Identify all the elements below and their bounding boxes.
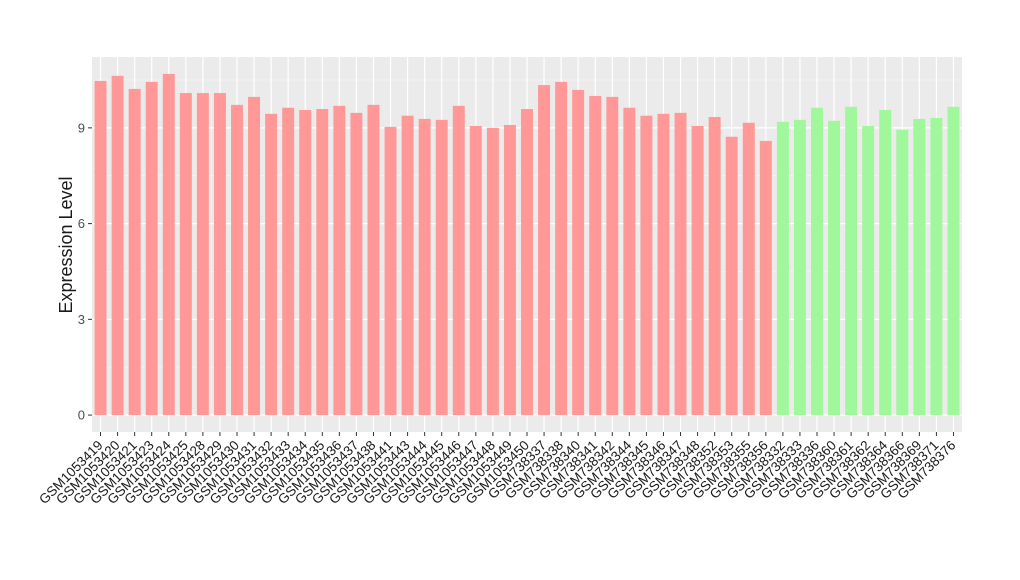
bar [179, 93, 192, 416]
bar [111, 75, 124, 416]
bar [674, 112, 687, 416]
bar [384, 126, 397, 416]
y-tick-label: 6 [78, 216, 85, 231]
bar [640, 115, 653, 416]
bar [742, 122, 755, 416]
bar [708, 117, 721, 416]
bar [418, 118, 431, 416]
bar [572, 89, 585, 416]
bar [128, 88, 141, 416]
bar [930, 117, 943, 416]
bar [913, 118, 926, 416]
bar [94, 80, 107, 416]
bar [555, 81, 568, 416]
bar [503, 124, 516, 416]
bar [589, 95, 602, 416]
bar [845, 106, 858, 416]
bar [435, 119, 448, 416]
bar [623, 107, 636, 416]
y-tick-label: 0 [78, 408, 85, 423]
bar [811, 107, 823, 416]
bar [162, 73, 175, 416]
bar [538, 85, 551, 416]
y-axis-title: Expression Level [56, 176, 76, 313]
bar [469, 125, 482, 416]
bar [231, 104, 243, 416]
y-tick-label: 9 [78, 120, 85, 135]
bar [282, 107, 295, 416]
bar [145, 81, 158, 416]
bar [486, 127, 499, 416]
bar [367, 104, 380, 416]
bar [879, 109, 892, 416]
bar [401, 115, 414, 416]
bar [657, 113, 670, 416]
bar [452, 105, 465, 416]
bar [213, 93, 226, 416]
y-tick-label: 3 [78, 312, 85, 327]
bar [691, 125, 704, 416]
bar [776, 121, 789, 416]
bar [606, 96, 619, 416]
bar [896, 129, 909, 416]
bar [521, 109, 533, 416]
bar [725, 136, 738, 416]
bar [316, 109, 329, 416]
bar [333, 105, 346, 416]
bar [947, 106, 960, 416]
bar [350, 112, 363, 416]
bar [862, 125, 875, 416]
bar [793, 119, 806, 416]
bar [828, 120, 841, 416]
bar [196, 93, 209, 416]
bar [248, 96, 261, 416]
bar [265, 113, 278, 416]
bar [759, 140, 772, 416]
bar [299, 109, 312, 416]
